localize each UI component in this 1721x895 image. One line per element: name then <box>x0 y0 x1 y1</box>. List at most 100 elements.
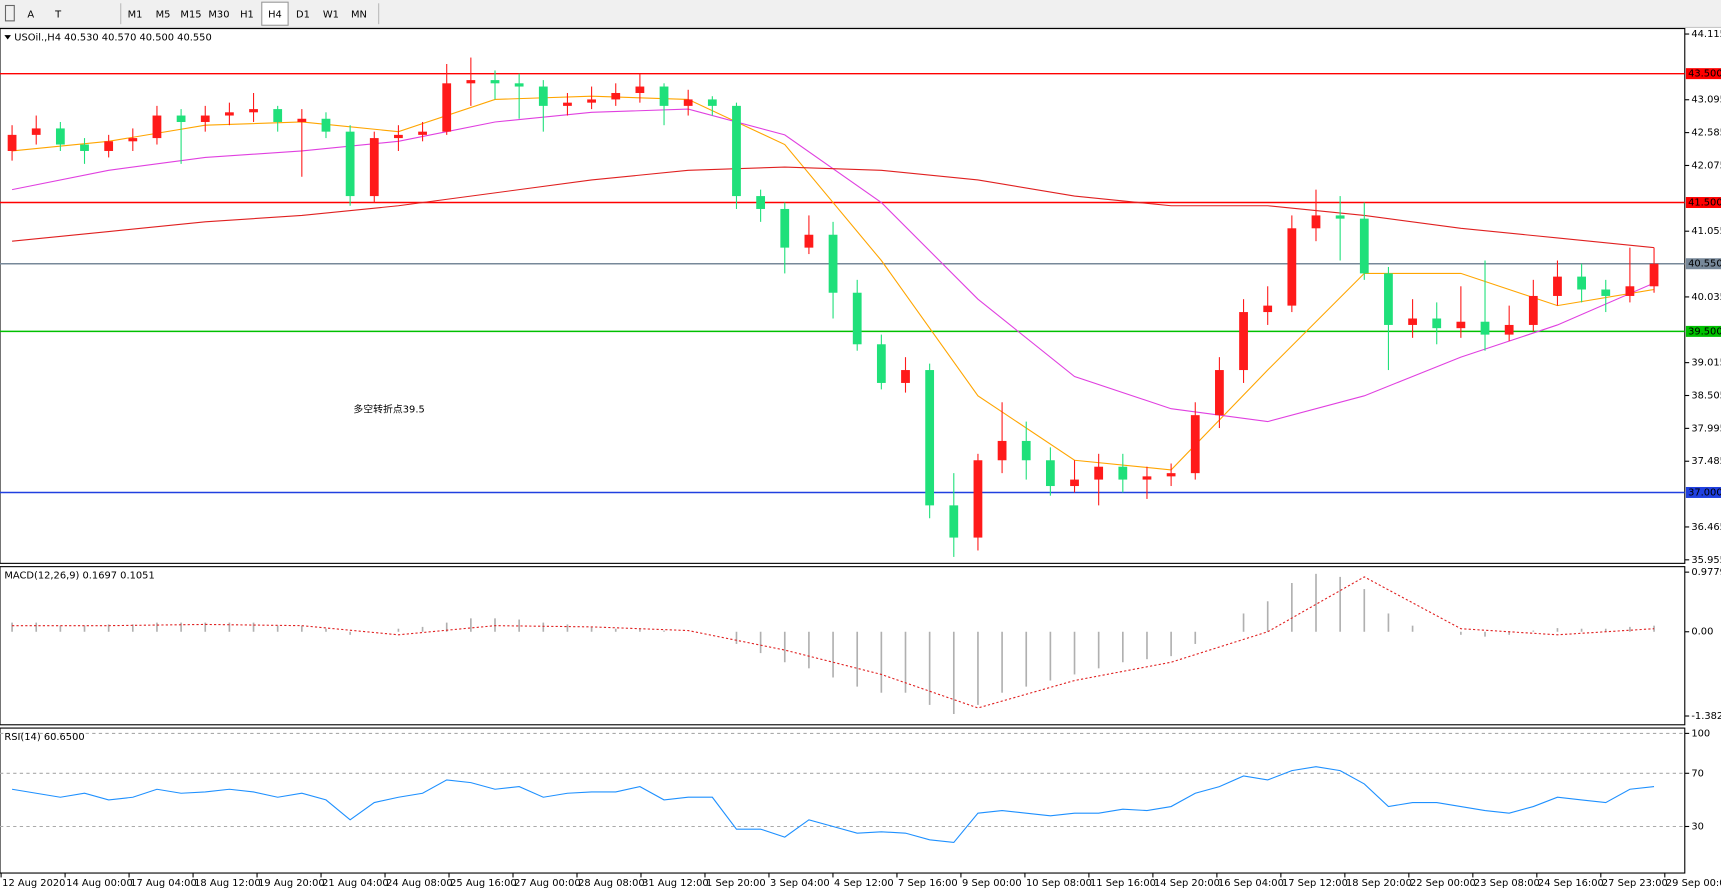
x-tick-label: 14 Aug 00:00 <box>66 878 133 889</box>
candle-body <box>1504 324 1514 335</box>
x-tick-label: 3 Sep 04:00 <box>770 878 830 889</box>
candle-body <box>1142 476 1152 480</box>
candle-body <box>538 86 548 106</box>
y-tick-label: 42.585 <box>1691 128 1721 139</box>
timeframe-button[interactable]: M15 <box>180 9 201 20</box>
timeframe-button[interactable]: M5 <box>156 9 171 20</box>
rsi-line <box>11 766 1655 844</box>
y-tick-label: 42.075 <box>1691 160 1721 171</box>
x-tick-label: 14 Sep 20:00 <box>1154 878 1220 889</box>
x-tick-label: 1 Sep 20:00 <box>706 878 766 889</box>
x-tick-label: 24 Sep 16:00 <box>1538 878 1604 889</box>
candle-body <box>1432 318 1442 329</box>
candle-body <box>563 102 572 106</box>
candle-body <box>31 128 41 135</box>
candle-body <box>514 83 524 87</box>
candle-body <box>128 138 138 142</box>
candle-body <box>1239 312 1248 371</box>
candle-body <box>1335 215 1345 219</box>
candle-body <box>200 115 210 122</box>
moving-average <box>12 95 1655 471</box>
tool-icon[interactable]: A <box>27 9 34 20</box>
candle-body <box>635 86 645 93</box>
candle-body <box>780 208 790 248</box>
moving-average <box>12 166 1655 249</box>
candle-body <box>1480 321 1490 335</box>
candle-body <box>876 344 886 383</box>
level-label: 37.000 <box>1688 487 1721 498</box>
y-tick-label: 0.9779 <box>1691 567 1721 578</box>
main-panel <box>0 28 1686 564</box>
panel-title: MACD(12,26,9) 0.1697 0.1051 <box>4 570 154 581</box>
x-tick-label: 17 Sep 12:00 <box>1282 878 1348 889</box>
y-tick-label: 41.055 <box>1691 226 1721 237</box>
annotation: 多空转折点39.5 <box>353 403 424 416</box>
candle-body <box>1190 415 1200 474</box>
x-tick-label: 9 Sep 00:00 <box>962 878 1022 889</box>
x-tick-label: 18 Aug 12:00 <box>194 878 261 889</box>
panel-title: RSI(14) 60.6500 <box>4 732 84 743</box>
timeframe-button[interactable]: H1 <box>240 9 254 20</box>
candle-body <box>1021 440 1031 461</box>
x-tick-label: 12 Aug 2020 <box>2 878 65 889</box>
timeframe-button[interactable]: D1 <box>296 9 310 20</box>
tool-icon[interactable]: T <box>54 9 62 20</box>
candle-body <box>1094 466 1104 480</box>
timeframe-button[interactable]: M30 <box>208 9 229 20</box>
y-tick-label: 44.115 <box>1691 29 1721 40</box>
candle-body <box>1263 305 1273 313</box>
candle-body <box>1166 473 1176 477</box>
candle-body <box>852 292 862 345</box>
timeframe-button[interactable]: W1 <box>323 9 339 20</box>
y-tick-label: 38.505 <box>1691 391 1721 402</box>
x-tick-label: 7 Sep 16:00 <box>898 878 958 889</box>
macd-signal <box>12 576 1655 709</box>
candle-body <box>442 83 452 132</box>
candle-body <box>1456 321 1466 329</box>
x-tick-label: 17 Aug 04:00 <box>130 878 197 889</box>
title-arrow <box>4 35 11 40</box>
y-tick-label: 0.00 <box>1691 627 1713 638</box>
x-tick-label: 29 Sep 00:00 <box>1666 878 1721 889</box>
level-label-bg <box>1685 486 1721 498</box>
x-tick-label: 21 Aug 04:00 <box>322 878 389 889</box>
timeframe-button[interactable]: MN <box>351 9 367 20</box>
candle-body <box>369 138 379 197</box>
candle-body <box>828 234 838 293</box>
x-tick-label: 19 Aug 20:00 <box>258 878 325 889</box>
timeframe-button[interactable]: H4 <box>268 9 282 20</box>
x-tick-label: 25 Aug 16:00 <box>450 878 517 889</box>
level-label-bg <box>1685 258 1721 270</box>
x-tick-label: 16 Sep 04:00 <box>1218 878 1284 889</box>
level-label: 41.500 <box>1688 198 1721 209</box>
candle-body <box>1118 466 1128 480</box>
level-label-bg <box>1685 325 1721 337</box>
y-tick-label: 36.465 <box>1691 522 1721 533</box>
timeframe-selected <box>261 1 289 26</box>
candle-body <box>973 460 983 538</box>
candle-body <box>1577 276 1586 290</box>
candle-body <box>418 131 427 135</box>
x-tick-label: 27 Aug 00:00 <box>514 878 581 889</box>
x-tick-label: 4 Sep 12:00 <box>834 878 894 889</box>
candle-body <box>901 370 910 383</box>
y-tick-label: 43.095 <box>1691 95 1721 106</box>
candle-body <box>756 196 766 209</box>
y-tick-label: 39.015 <box>1691 358 1721 369</box>
level-label-bg <box>1685 197 1721 209</box>
candle-body <box>611 92 621 100</box>
y-tick-label: -1.382 <box>1691 711 1721 722</box>
candle-body <box>466 80 476 84</box>
candle-body <box>683 99 693 106</box>
candle-body <box>394 134 403 139</box>
cursor-icon[interactable] <box>4 4 15 22</box>
timeframe-button[interactable]: M1 <box>128 9 143 20</box>
candle-body <box>345 131 355 197</box>
candle-body <box>104 141 114 151</box>
candle-body <box>1384 273 1393 325</box>
candle-body <box>925 370 935 506</box>
candle-body <box>1408 318 1417 325</box>
candle-body <box>587 99 596 103</box>
x-tick-label: 24 Aug 08:00 <box>386 878 453 889</box>
